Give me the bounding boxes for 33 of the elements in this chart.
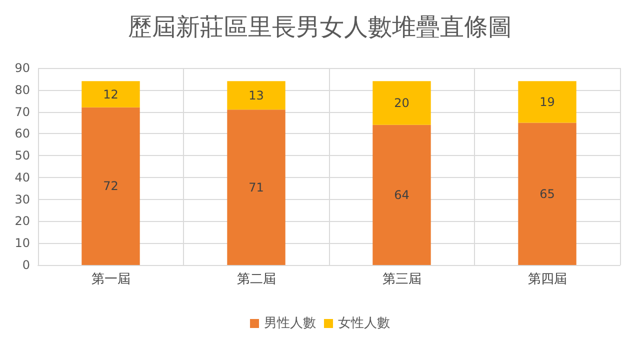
x-tick-label: 第一屆 (91, 272, 130, 287)
bar (82, 107, 140, 265)
legend-label: 女性人數 (338, 316, 390, 331)
chart-title: 歷屆新莊區里長男女人數堆疊直條圖 (128, 13, 512, 41)
x-tick-label: 第二屆 (236, 272, 276, 287)
bar (227, 110, 286, 265)
data-label: 65 (540, 186, 555, 201)
y-tick-label: 40 (14, 170, 30, 184)
x-tick-label: 第四屆 (528, 272, 567, 287)
data-label: 13 (248, 88, 264, 102)
y-tick-label: 30 (14, 192, 30, 206)
data-label: 19 (540, 94, 555, 109)
y-tick-label: 80 (14, 82, 30, 97)
y-tick-label: 10 (14, 236, 30, 250)
bar (518, 81, 576, 123)
data-label: 12 (103, 87, 118, 102)
bar (372, 124, 431, 265)
y-tick-label: 70 (14, 104, 30, 119)
y-tick-label: 20 (14, 214, 30, 228)
data-label: 72 (103, 179, 118, 194)
data-label: 71 (248, 180, 264, 194)
y-tick-label: 50 (14, 148, 30, 163)
x-tick-label: 第三屆 (382, 272, 422, 287)
y-tick-label: 0 (22, 258, 30, 272)
bar (227, 81, 286, 110)
bar (372, 81, 431, 125)
data-label: 64 (394, 188, 410, 202)
y-tick-label: 60 (14, 126, 30, 141)
bar (518, 122, 576, 265)
bar (82, 81, 140, 108)
y-tick-label: 90 (14, 61, 30, 75)
data-label: 20 (394, 96, 410, 110)
legend-label: 男性人數 (264, 316, 316, 331)
